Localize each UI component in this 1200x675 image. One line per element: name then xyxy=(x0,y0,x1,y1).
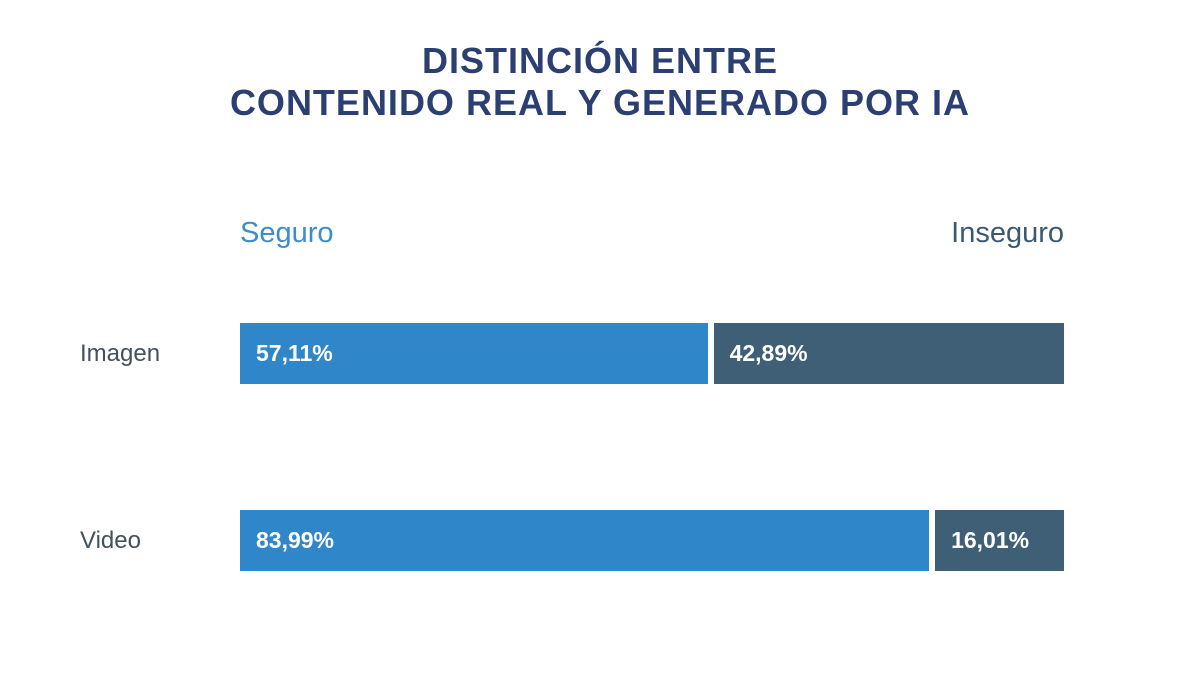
category-label-imagen: Imagen xyxy=(80,339,161,367)
data-label-inseguro-video: 16,01% xyxy=(951,527,1030,553)
chart-title: DISTINCIÓN ENTRE CONTENIDO REAL Y GENERA… xyxy=(0,40,1200,124)
data-label-seguro-imagen: 57,11% xyxy=(256,340,333,366)
bar-inseguro-video: 16,01% xyxy=(935,510,1064,571)
category-label-video: Video xyxy=(80,526,141,554)
data-label-inseguro-imagen: 42,89% xyxy=(729,340,808,366)
bar-seguro-imagen: 57,11% xyxy=(240,323,708,384)
legend-inseguro: Inseguro xyxy=(951,217,1064,249)
bar-inseguro-imagen: 42,89% xyxy=(713,323,1064,384)
chart-title-line-1: DISTINCIÓN ENTRE xyxy=(421,40,778,81)
legend-seguro: Seguro xyxy=(240,217,334,249)
chart-title-line-2: CONTENIDO REAL Y GENERADO POR IA xyxy=(229,82,971,123)
bar-seguro-video: 83,99% xyxy=(240,510,930,571)
data-label-seguro-video: 83,99% xyxy=(256,527,335,553)
